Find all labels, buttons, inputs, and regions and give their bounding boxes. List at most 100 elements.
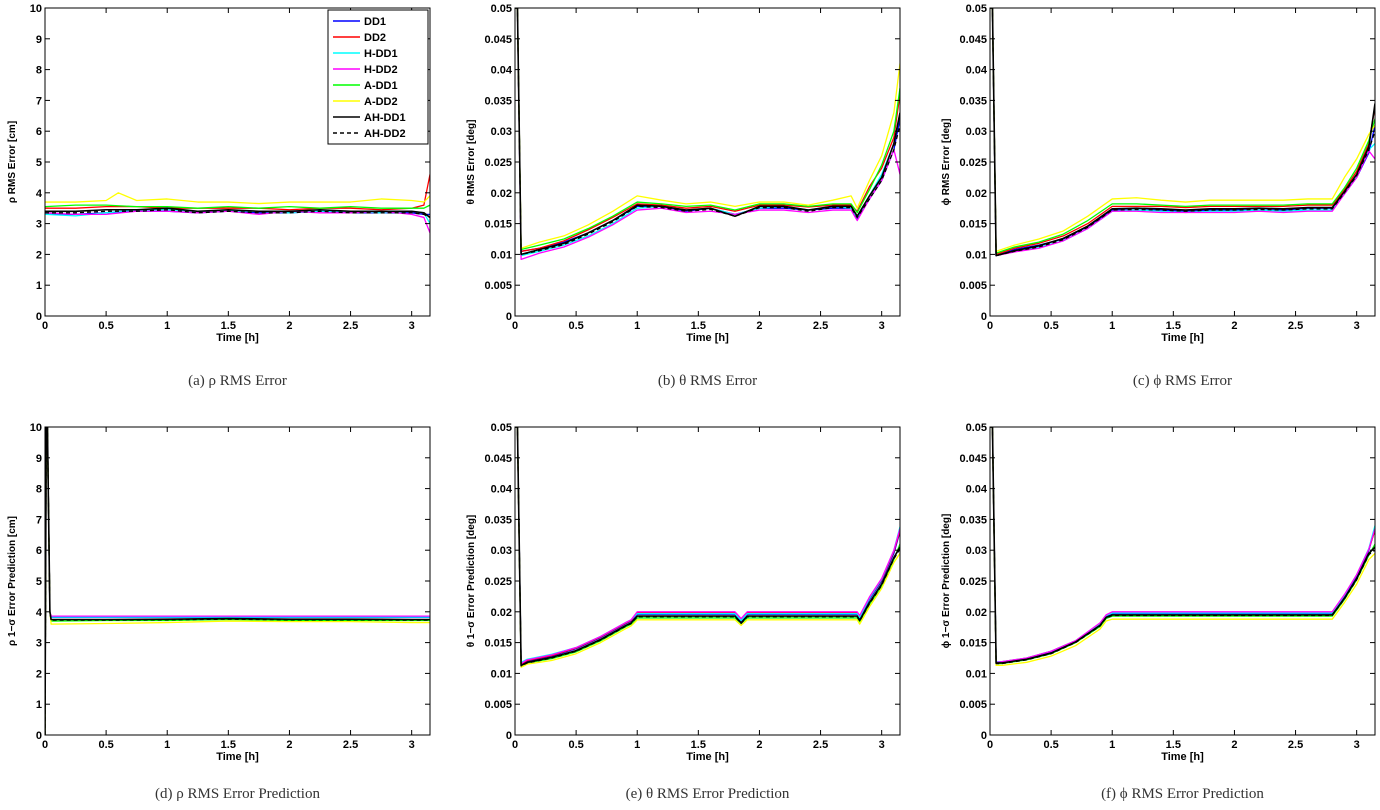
y-tick-label: 0.025 <box>959 576 987 588</box>
y-tick-label: 5 <box>36 576 42 588</box>
x-axis-label: Time [h] <box>686 332 729 344</box>
series-line-h-dd2 <box>515 8 900 260</box>
y-tick-label: 0.04 <box>491 484 513 496</box>
series-line-ah-dd2 <box>990 8 1375 257</box>
x-tick-label: 2.5 <box>813 739 828 751</box>
y-tick-label: 0 <box>981 730 987 742</box>
x-tick-label: 0 <box>987 739 993 751</box>
y-tick-label: 0.015 <box>484 219 512 231</box>
y-tick-label: 0.035 <box>959 95 987 107</box>
y-tick-label: 0.05 <box>966 422 987 434</box>
series-line-h-dd2 <box>990 8 1375 257</box>
y-tick-label: 0.045 <box>484 34 512 46</box>
x-tick-label: 0.5 <box>98 739 113 751</box>
series-line-dd1 <box>45 427 430 735</box>
x-tick-label: 2 <box>286 320 292 332</box>
x-tick-label: 3 <box>1354 739 1360 751</box>
series-line-h-dd1 <box>45 427 430 735</box>
y-axis-label: ρ RMS Error [cm] <box>7 121 18 203</box>
x-axis-label: Time [h] <box>216 332 259 344</box>
series-line-ah-dd1 <box>990 427 1375 664</box>
x-axis-label: Time [h] <box>216 751 259 763</box>
series-group <box>990 8 1375 257</box>
y-tick-label: 7 <box>36 95 42 107</box>
y-tick-label: 0.015 <box>484 638 512 650</box>
series-line-ah-dd1 <box>515 8 900 256</box>
x-tick-label: 3 <box>1354 320 1360 332</box>
y-tick-label: 7 <box>36 514 42 526</box>
y-tick-label: 0.05 <box>491 422 512 434</box>
series-line-dd2 <box>45 427 430 735</box>
x-tick-label: 0.5 <box>568 320 583 332</box>
x-tick-label: 0 <box>987 320 993 332</box>
axes-frame <box>989 426 1376 736</box>
panel-d: 0 0.5 1 1.5 2 2.5 3 0 1 2 3 4 5 6 7 8 9 10 Time [h] ρ 1−σ E… <box>7 422 431 802</box>
series-line-ah-dd1 <box>515 427 900 667</box>
series-line-h-dd1 <box>990 427 1375 663</box>
panel-b: 0 0.5 1 1.5 2 2.5 3 0 0.005 0.01 0.015 0.02 0.025 0.0… <box>466 3 901 389</box>
series-line-dd2 <box>515 427 900 665</box>
y-tick-label: 0.005 <box>959 699 987 711</box>
x-tick-label: 3 <box>409 320 415 332</box>
x-tick-label: 1 <box>1109 320 1115 332</box>
series-line-ah-dd1 <box>45 207 430 219</box>
y-axis-label: θ RMS Error [deg] <box>466 120 477 205</box>
y-tick-label: 0.01 <box>491 668 512 680</box>
y-axis-label: ϕ 1−σ Error Prediction [deg] <box>941 514 952 649</box>
x-tick-label: 3 <box>409 739 415 751</box>
series-line-h-dd1 <box>515 427 900 663</box>
x-tick-label: 2 <box>756 739 762 751</box>
y-tick-label: 0.05 <box>966 3 987 15</box>
x-tick-label: 1.5 <box>221 320 236 332</box>
y-tick-label: 0 <box>506 730 512 742</box>
series-line-ah-dd2 <box>45 209 430 219</box>
y-tick-label: 0.03 <box>491 126 512 138</box>
axes-frame <box>514 426 901 736</box>
subfigure-caption: (f) ϕ RMS Error Prediction <box>1101 786 1264 802</box>
legend-label: AH-DD2 <box>364 128 406 140</box>
y-axis-label: ρ 1−σ Error Prediction [cm] <box>7 516 18 646</box>
x-tick-label: 1 <box>164 739 170 751</box>
x-tick-label: 1.5 <box>1166 320 1181 332</box>
y-tick-label: 0.01 <box>966 668 987 680</box>
series-line-dd1 <box>515 8 900 252</box>
y-tick-label: 0.04 <box>966 65 988 77</box>
series-group <box>990 427 1375 667</box>
y-axis-label: θ 1−σ Error Prediction [deg] <box>466 515 477 648</box>
series-line-a-dd2 <box>45 427 430 735</box>
y-tick-label: 10 <box>30 3 42 15</box>
series-line-ah-dd1 <box>990 8 1375 257</box>
panel-f: 0 0.5 1 1.5 2 2.5 3 0 0.005 0.01 0.015 0.02 0.025 0.0… <box>941 422 1376 802</box>
x-tick-label: 1 <box>164 320 170 332</box>
panel-a: 0 0.5 1 1.5 2 2.5 3 0 1 2 3 4 5 6 7 8 9 10 Time [h] ρ RMS E… <box>7 3 431 389</box>
y-tick-label: 0.02 <box>491 607 512 619</box>
series-line-dd2 <box>990 427 1375 663</box>
y-tick-label: 6 <box>36 126 42 138</box>
x-axis-label: Time [h] <box>1161 332 1204 344</box>
subfigure-caption: (d) ρ RMS Error Prediction <box>155 786 320 802</box>
series-line-a-dd1 <box>45 204 430 209</box>
series-line-ah-dd1 <box>45 427 430 735</box>
panel-e: 0 0.5 1 1.5 2 2.5 3 0 0.005 0.01 0.015 0.02 0.025 0.0… <box>466 422 901 802</box>
subfigure-caption: (a) ρ RMS Error <box>188 373 287 389</box>
x-tick-label: 0 <box>42 320 48 332</box>
subfigure-caption: (b) θ RMS Error <box>658 373 757 389</box>
y-tick-label: 4 <box>36 188 43 200</box>
y-tick-label: 0.045 <box>959 34 987 46</box>
series-line-h-dd1 <box>990 8 1375 257</box>
series-line-a-dd2 <box>45 192 430 205</box>
y-tick-label: 0 <box>506 311 512 323</box>
series-line-a-dd1 <box>515 427 900 667</box>
series-line-ah-dd2 <box>515 427 900 667</box>
series-line-dd1 <box>990 427 1375 663</box>
x-tick-label: 1.5 <box>691 739 706 751</box>
series-line-a-dd2 <box>990 427 1375 667</box>
y-tick-label: 0.02 <box>491 188 512 200</box>
y-tick-label: 0.035 <box>484 95 512 107</box>
y-tick-label: 0.03 <box>966 545 987 557</box>
series-line-h-dd1 <box>515 8 900 257</box>
y-tick-label: 8 <box>36 65 42 77</box>
legend-label: A-DD1 <box>364 80 398 92</box>
y-tick-label: 0 <box>36 730 42 742</box>
x-tick-label: 2.5 <box>343 320 358 332</box>
